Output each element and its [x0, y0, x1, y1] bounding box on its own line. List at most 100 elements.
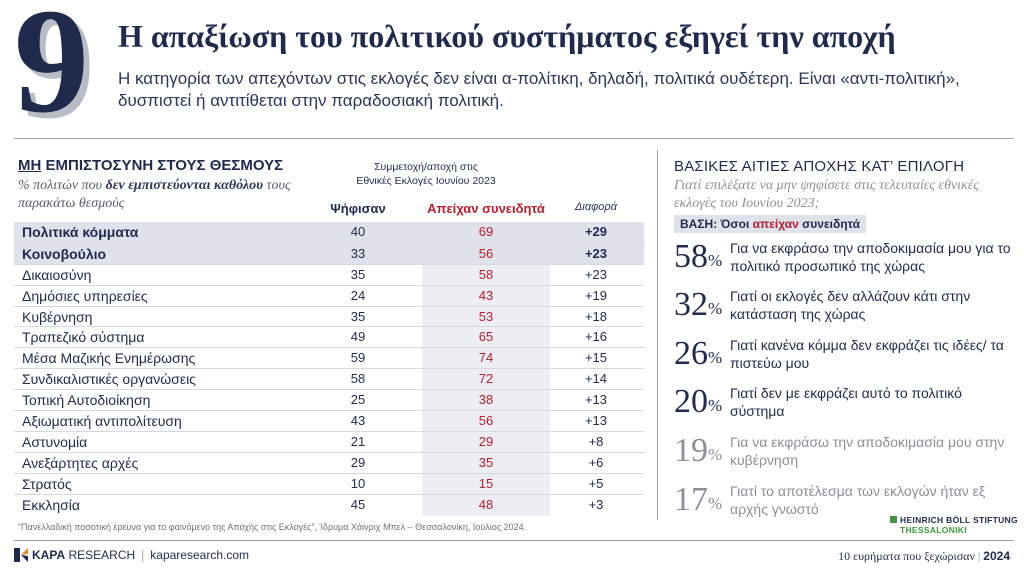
finding-number: 9 [14, 0, 89, 144]
reason-percent: 17% [674, 481, 722, 519]
difference-value: +23 [584, 266, 608, 282]
participation-line-2: Εθνικές Εκλογές Ιουνίου 2023 [356, 175, 496, 187]
difference-value: +5 [588, 475, 604, 491]
percent-sign: % [708, 299, 723, 318]
table-row: Συνδικαλιστικές οργανώσεις 58 72 +14 [14, 368, 644, 389]
voted-value: 21 [350, 433, 366, 449]
voted-value: 35 [350, 266, 366, 282]
abstained-value: 65 [478, 329, 494, 345]
table-row: Στρατός 10 15 +5 [14, 472, 644, 494]
bottom-divider [14, 540, 1014, 541]
institution-name: Κοινοβούλιο [22, 245, 107, 262]
abstained-value: 72 [478, 371, 494, 387]
distrust-table: Πολιτικά κόμματα 40 69 +29 Κοινοβούλιο 33 56 +2… [14, 222, 644, 514]
abstained-value: 29 [478, 433, 494, 449]
institution-name: Κυβέρνηση [22, 308, 93, 325]
reason-percent: 19% [674, 432, 722, 470]
difference-value: +15 [584, 350, 608, 366]
reason-percent: 20% [674, 383, 722, 421]
base-badge: ΒΑΣΗ: Όσοι απείχαν συνειδητά [674, 215, 867, 233]
reason-percent-value: 32 [674, 286, 708, 323]
distrust-heading-rest: ΕΜΠΙΣΤΟΣΥΝΗ ΣΤΟΥΣ ΘΕΣΜΟΥΣ [41, 157, 284, 174]
voted-value: 33 [350, 245, 366, 261]
table-row: Δημόσιες υπηρεσίες 24 43 +19 [14, 284, 644, 306]
difference-value: +19 [584, 287, 608, 303]
percent-sign: % [708, 251, 723, 270]
voted-value: 43 [350, 413, 366, 429]
series-text: 10 ευρήματα που ξεχώρισαν [838, 549, 975, 563]
vertical-divider [657, 150, 658, 520]
voted-value: 25 [350, 392, 366, 408]
difference-value: +29 [584, 224, 608, 239]
series-year: 2024 [983, 549, 1010, 563]
distrust-subheading: % πολιτών που δεν εμπιστεύονται καθόλου … [18, 177, 338, 213]
difference-value: +18 [584, 308, 608, 324]
column-header-voted: Ψήφισαν [330, 201, 386, 216]
reason-percent: 32% [674, 286, 722, 324]
institution-name: Μέσα Μαζικής Ενημέρωσης [22, 350, 196, 367]
abstained-value: 43 [478, 287, 494, 303]
percent-sign: % [708, 348, 723, 367]
kapa-logo-icon [14, 548, 28, 562]
table-row: Εκκλησία 45 48 +3 [14, 493, 644, 515]
institution-name: Ανεξάρτητες αρχές [22, 454, 139, 471]
abstained-value: 38 [478, 392, 494, 408]
voted-value: 24 [350, 287, 366, 303]
hbs-line-1: HEINRICH BÖLL STIFTUNG [900, 515, 1018, 525]
reason-text: Γιατί οι εκλογές δεν αλλάζουν κάτι στην … [730, 288, 971, 322]
reason-percent-value: 58 [674, 238, 708, 275]
institution-name: Τραπεζικό σύστημα [22, 329, 145, 346]
reason-percent: 58% [674, 238, 722, 276]
percent-sign: % [708, 445, 723, 464]
difference-value: +13 [584, 392, 608, 408]
difference-value: +6 [588, 454, 604, 470]
page-title: Η απαξίωση του πολιτικού συστήματος εξηγ… [118, 18, 896, 54]
table-row: Αστυνομία 21 29 +8 [14, 430, 644, 452]
reason-text: Για να εκφράσω την αποδοκιμασία μου στην… [730, 434, 1005, 468]
distrust-sub-pre: % πολιτών που [18, 178, 106, 193]
hbs-line-2: THESSALONIKI [900, 525, 967, 535]
abstained-value: 69 [478, 224, 494, 239]
table-row: Αξιωματική αντιπολίτευση 43 56 +13 [14, 410, 644, 431]
abstained-value: 74 [478, 350, 494, 366]
institution-name: Αστυνομία [22, 433, 88, 450]
kapa-logo-kapa: KAPA [32, 548, 66, 562]
voted-value: 45 [350, 496, 366, 512]
footnote: “Πανελλαδική ποσοτική έρευνα για το φαιν… [18, 522, 527, 532]
table-row: Μέσα Μαζικής Ενημέρωσης 59 74 +15 [14, 347, 644, 368]
voted-value: 58 [350, 371, 366, 387]
reason-percent: 26% [674, 335, 722, 373]
voted-value: 35 [350, 308, 366, 324]
table-row: Δικαιοσύνη 35 58 +23 [14, 263, 644, 285]
reason-text: Γιατί το αποτέλεσμα των εκλογών ήταν εξ … [730, 483, 986, 517]
reason-percent-value: 20 [674, 383, 708, 420]
abstained-value: 56 [478, 413, 494, 429]
website-link[interactable]: kaparesearch.com [150, 548, 249, 562]
percent-sign: % [708, 494, 723, 513]
institution-name: Αξιωματική αντιπολίτευση [22, 413, 182, 430]
reason-item: 17% Γιατί το αποτέλεσμα των εκλογών ήταν … [674, 481, 1014, 521]
percent-sign: % [708, 396, 723, 415]
base-pre: ΒΑΣΗ: Όσοι [680, 217, 753, 231]
difference-value: +16 [584, 329, 608, 345]
table-row: Πολιτικά κόμματα 40 69 +29 [14, 222, 644, 243]
abstained-value: 58 [478, 266, 494, 282]
reasons-question: Γιατί επιλέξατε να μην ψηφίσετε στις τελ… [674, 178, 979, 211]
abstained-value: 35 [478, 454, 494, 470]
column-header-difference: Διαφορά [575, 201, 617, 213]
institution-name: Δημόσιες υπηρεσίες [22, 287, 148, 304]
reasons-heading: ΒΑΣΙΚΕΣ ΑΙΤΙΕΣ ΑΠΟΧΗΣ ΚΑΤ’ ΕΠΙΛΟΓΗ [674, 158, 965, 175]
reason-text: Γιατί δεν με εκφράζει αυτό το πολιτικό σ… [730, 385, 962, 419]
institution-name: Δικαιοσύνη [22, 266, 92, 283]
top-divider [14, 138, 1014, 139]
institution-name: Εκκλησία [22, 496, 80, 513]
reason-text: Για να εκφράσω την αποδοκιμασία μου για … [730, 240, 1011, 274]
reason-item: 20% Γιατί δεν με εκφράζει αυτό το πολιτικ… [674, 383, 1014, 423]
institution-name: Τοπική Αυτοδιοίκηση [22, 392, 151, 409]
series-label: 10 ευρήματα που ξεχώρισαν | 2024 [838, 549, 1010, 563]
reason-item: 19% Για να εκφράσω την αποδοκιμασία μου σ… [674, 432, 1014, 472]
difference-value: +23 [584, 245, 608, 261]
participation-line-1: Συμμετοχή/αποχή στις [374, 161, 478, 173]
difference-value: +14 [584, 371, 608, 387]
voted-value: 10 [350, 475, 366, 491]
